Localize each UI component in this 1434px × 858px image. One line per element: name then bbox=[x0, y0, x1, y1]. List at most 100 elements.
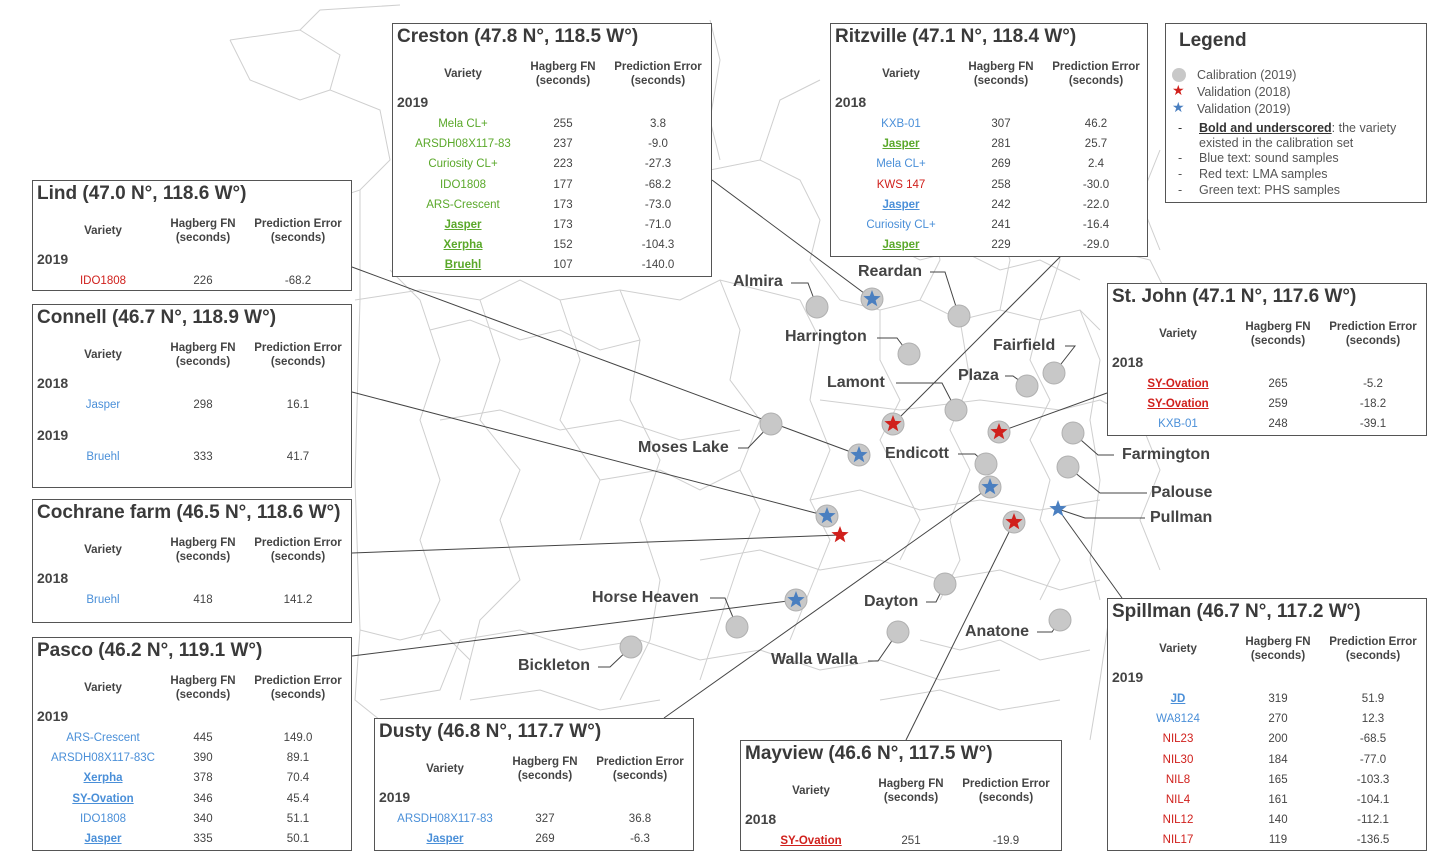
leader-ritzville bbox=[892, 254, 1063, 425]
variety-cell: IDO1808 bbox=[439, 178, 487, 191]
fn-cell: 226 bbox=[193, 275, 213, 287]
variety-cell: IDO1808 bbox=[79, 275, 127, 287]
county-boundaries bbox=[229, 4, 1171, 741]
col-error: Prediction Error (seconds) bbox=[962, 778, 1050, 804]
fn-cell: 241 bbox=[991, 219, 1011, 231]
year-label: 2018 bbox=[37, 375, 69, 391]
fn-cell: 251 bbox=[901, 835, 921, 847]
legend: Legend Calibration (2019) ★ Validation (… bbox=[1165, 23, 1427, 203]
leader-pullman bbox=[1057, 508, 1145, 519]
fn-cell: 173 bbox=[553, 198, 573, 211]
col-error: Prediction Error (seconds) bbox=[254, 218, 342, 244]
label-reardan: Reardan bbox=[858, 263, 923, 280]
site-box-creston: Creston (47.8 N°, 118.5 W°) Variety Hagber… bbox=[392, 23, 712, 277]
variety-cell: NIL17 bbox=[1162, 834, 1194, 847]
variety-cell: ARS-Crescent bbox=[426, 198, 500, 211]
label-bickleton: Bickleton bbox=[518, 657, 591, 674]
leader-reardan bbox=[930, 271, 960, 317]
error-cell: 3.8 bbox=[650, 118, 666, 130]
col-fn: Hagberg FN (seconds) bbox=[170, 218, 236, 244]
variety-cell: KXB-01 bbox=[881, 118, 921, 130]
site-box-mayview: Mayview (46.6 N°, 117.5 W°) Variety Hagber… bbox=[740, 740, 1062, 851]
col-error: Prediction Error (seconds) bbox=[614, 61, 702, 87]
col-variety: Variety bbox=[84, 349, 122, 361]
calibration-site-bickleton bbox=[619, 635, 643, 659]
year-label: 2018 bbox=[835, 94, 867, 110]
col-variety: Variety bbox=[84, 682, 122, 694]
fn-cell: 340 bbox=[193, 812, 213, 825]
error-cell: -140.0 bbox=[641, 259, 675, 272]
col-fn: Hagberg FN (seconds) bbox=[878, 778, 944, 804]
error-cell: 12.3 bbox=[1361, 713, 1385, 726]
site-title: Cochrane farm (46.5 N°, 118.6 W°) bbox=[37, 502, 341, 523]
legend-dash-green: - bbox=[1178, 183, 1183, 197]
star-icon-connell bbox=[818, 507, 836, 524]
leader-lind bbox=[351, 266, 860, 456]
col-error: Prediction Error (seconds) bbox=[1329, 636, 1417, 662]
fn-cell: 319 bbox=[1268, 693, 1288, 705]
error-cell: -18.2 bbox=[1359, 398, 1387, 411]
label-almira: Almira bbox=[733, 273, 783, 290]
variety-cell: ARSDH08X117-83 bbox=[415, 138, 511, 151]
label-plaza: Plaza bbox=[958, 367, 999, 384]
error-cell: 2.4 bbox=[1088, 158, 1104, 171]
variety-cell: Curiosity CL+ bbox=[866, 219, 936, 231]
star-icon-dusty bbox=[981, 478, 999, 495]
calibration-site-reardan bbox=[947, 304, 971, 328]
fn-cell: 327 bbox=[535, 813, 555, 825]
col-fn: Hagberg FN (seconds) bbox=[170, 342, 236, 368]
star-icon-stjohn bbox=[990, 423, 1008, 440]
variety-cell: KXB-01 bbox=[1158, 418, 1198, 431]
legend-calibration: Calibration (2019) bbox=[1197, 68, 1297, 82]
fn-cell: 242 bbox=[991, 198, 1011, 211]
col-fn: Hagberg FN (seconds) bbox=[968, 61, 1034, 87]
variety-cell: JD bbox=[1170, 693, 1186, 705]
calibration-site-palouse bbox=[1056, 455, 1080, 479]
calibration-site-moses-lake bbox=[759, 412, 783, 436]
error-cell: 46.2 bbox=[1084, 118, 1108, 130]
col-error: Prediction Error (seconds) bbox=[254, 342, 342, 368]
legend-blue: Blue text: sound samples bbox=[1199, 151, 1339, 165]
star-icon-creston bbox=[863, 290, 881, 307]
site-box-lind: Lind (47.0 N°, 118.6 W°) Variety Hagberg F… bbox=[32, 180, 352, 291]
calibration-site-almira bbox=[805, 295, 829, 319]
year-label: 2019 bbox=[379, 789, 411, 805]
error-cell: -73.0 bbox=[644, 198, 672, 211]
col-variety: Variety bbox=[1159, 643, 1197, 655]
error-cell: 41.7 bbox=[286, 451, 310, 464]
error-cell: 25.7 bbox=[1084, 138, 1108, 151]
error-cell: 51.9 bbox=[1361, 693, 1385, 705]
calibration-site-harrington bbox=[897, 342, 921, 366]
leader-creston bbox=[711, 179, 873, 300]
error-cell: -39.1 bbox=[1359, 418, 1387, 431]
fn-cell: 445 bbox=[193, 732, 213, 744]
legend-val2018: Validation (2018) bbox=[1197, 85, 1291, 99]
calibration-site-walla-walla bbox=[886, 620, 910, 644]
fn-cell: 165 bbox=[1268, 773, 1288, 786]
legend-val2019-star-icon: ★ bbox=[1172, 99, 1185, 115]
fn-cell: 177 bbox=[553, 178, 573, 191]
error-cell: -68.5 bbox=[1359, 733, 1387, 746]
calibration-site-endicott bbox=[974, 452, 998, 476]
year-label: 2018 bbox=[745, 811, 777, 827]
error-cell: -27.3 bbox=[644, 158, 672, 171]
error-cell: 36.8 bbox=[628, 813, 652, 825]
error-cell: -16.4 bbox=[1082, 219, 1110, 231]
fn-cell: 390 bbox=[193, 752, 213, 765]
col-error: Prediction Error (seconds) bbox=[1052, 61, 1140, 87]
variety-cell: ARS-Crescent bbox=[66, 732, 140, 744]
site-box-cochrane: Cochrane farm (46.5 N°, 118.6 W°) Variety… bbox=[32, 499, 352, 623]
legend-red: Red text: LMA samples bbox=[1199, 167, 1328, 181]
site-title: Pasco (46.2 N°, 119.1 W°) bbox=[37, 640, 263, 661]
legend-calibration-symbol bbox=[1172, 68, 1186, 82]
fn-cell: 270 bbox=[1268, 713, 1288, 726]
fn-cell: 258 bbox=[991, 178, 1011, 191]
error-cell: -9.0 bbox=[648, 138, 668, 151]
leader-palouse bbox=[1067, 466, 1147, 494]
fn-cell: 298 bbox=[193, 399, 213, 411]
site-title: Dusty (46.8 N°, 117.7 W°) bbox=[379, 721, 602, 742]
fn-cell: 152 bbox=[553, 239, 573, 252]
fn-cell: 161 bbox=[1268, 794, 1288, 806]
variety-cell: Mela CL+ bbox=[438, 118, 488, 130]
site-box-spillman: Spillman (46.7 N°, 117.2 W°) Variety Hagbe… bbox=[1107, 598, 1427, 851]
